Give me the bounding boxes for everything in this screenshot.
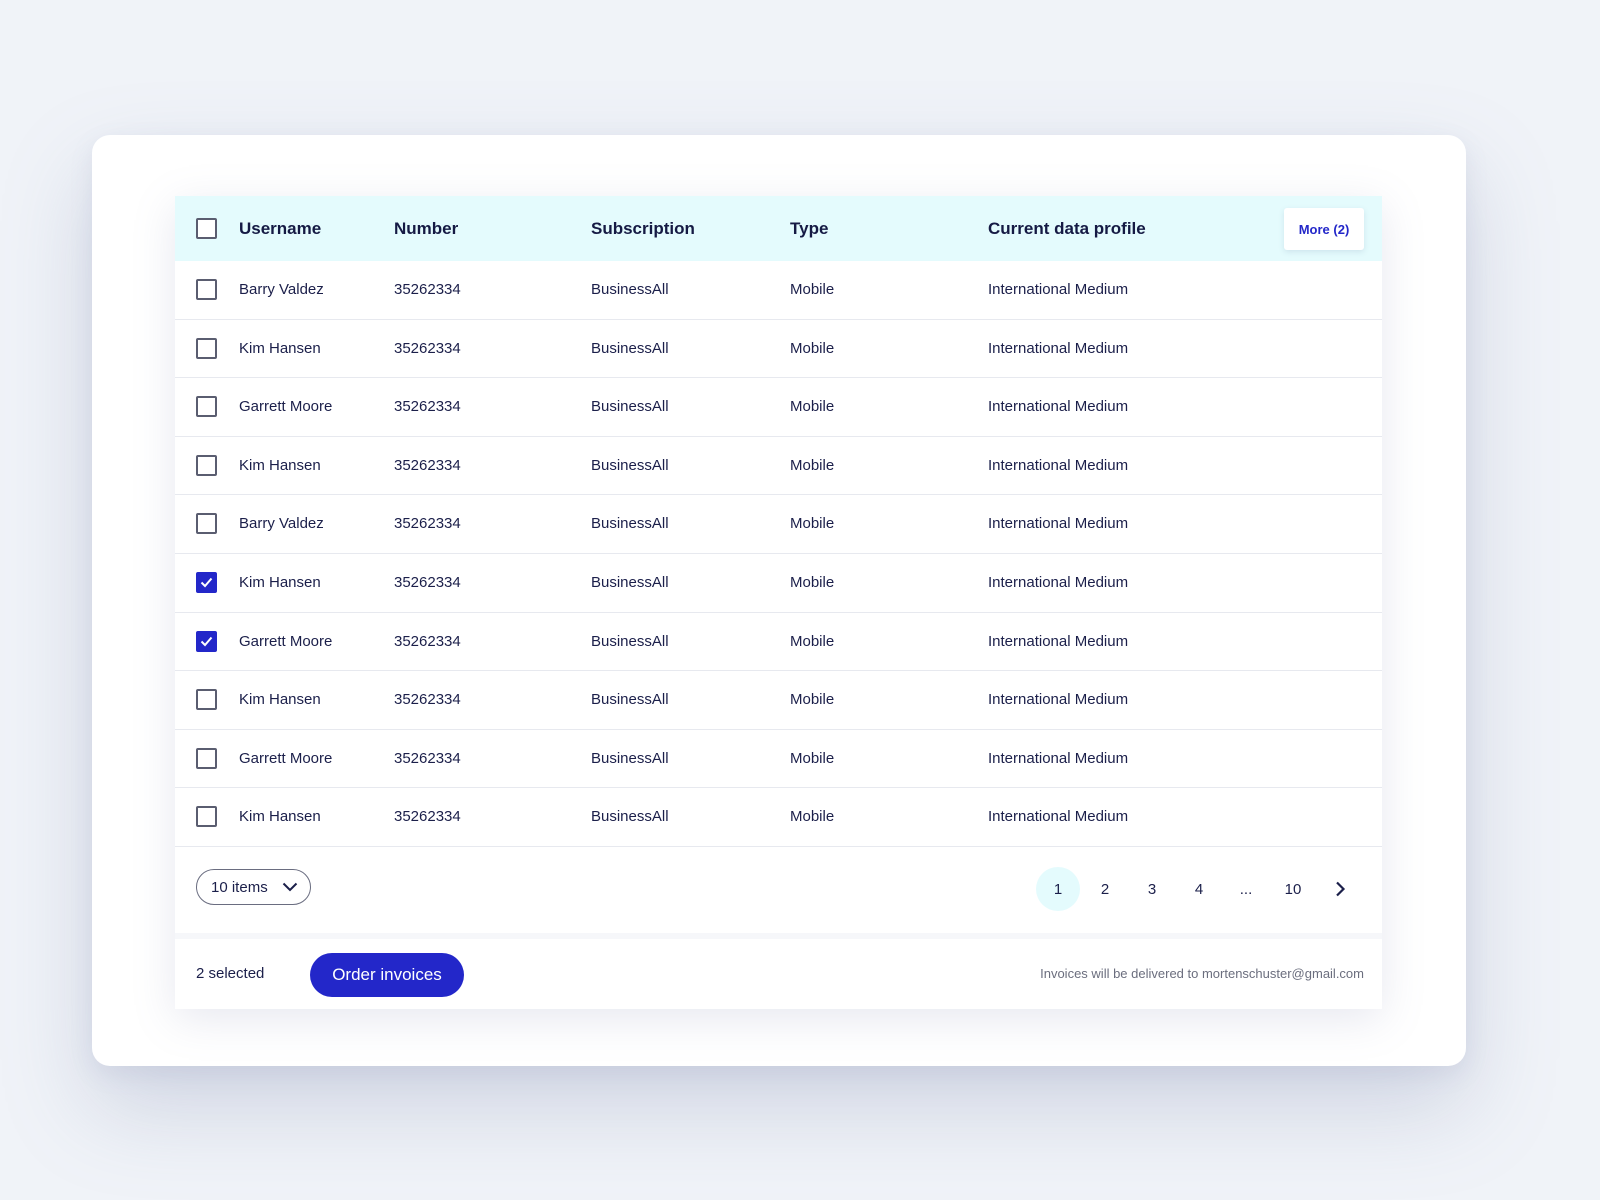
table-row[interactable]: Kim Hansen 35262334 BusinessAll Mobile Inter… (175, 320, 1382, 379)
card: Username Number Subscription Type Curren… (92, 135, 1466, 1066)
header-number[interactable]: Number (394, 219, 459, 238)
cell-number: 35262334 (394, 515, 461, 533)
cell-subscription: BusinessAll (591, 398, 669, 416)
select-all-checkbox[interactable] (196, 218, 217, 239)
page-button[interactable]: 2 (1100, 880, 1110, 898)
cell-subscription: BusinessAll (591, 691, 669, 709)
cell-number: 35262334 (394, 808, 461, 826)
table-row[interactable]: Barry Valdez 35262334 BusinessAll Mobile Int… (175, 261, 1382, 320)
cell-profile: International Medium (988, 691, 1129, 709)
cell-type: Mobile (790, 632, 835, 650)
table-row[interactable]: Kim Hansen 35262334 BusinessAll Mobile Inter… (175, 437, 1382, 496)
cell-subscription: BusinessAll (591, 574, 669, 591)
action-bar: 2 selected Order invoices Invoices will … (175, 933, 1382, 1009)
pagination: 1 2 3 4... 10 (1033, 867, 1362, 911)
cell-subscription: BusinessAll (591, 456, 669, 474)
cell-profile: International Medium (988, 398, 1129, 416)
row-checkbox[interactable] (196, 279, 217, 300)
cell-type: Mobile (790, 281, 835, 298)
items-per-page-select[interactable]: 10 items (196, 869, 311, 905)
cell-profile: International Medium (988, 456, 1129, 474)
cell-username: Kim Hansen (239, 691, 321, 709)
cell-profile: International Medium (988, 515, 1129, 533)
header-username[interactable]: Username (239, 219, 322, 238)
cell-username: Garrett Moore (239, 398, 333, 416)
cell-type: Mobile (790, 574, 835, 591)
checkmark-icon (200, 577, 213, 588)
chevron-down-icon (282, 880, 298, 897)
row-checkbox[interactable] (196, 747, 217, 769)
header-profile[interactable]: Current data profile (988, 219, 1146, 238)
cell-type: Mobile (790, 456, 835, 474)
page-button[interactable]: 1 (1036, 867, 1080, 911)
table-row[interactable]: Kim Hansen 35262334 BusinessAll Mobile Inter… (175, 788, 1382, 847)
table-row[interactable]: Garrett Moore 35262334 BusinessAll Mobile In… (175, 378, 1382, 437)
table-row[interactable]: Garrett Moore 35262334 BusinessAll Mobile In… (175, 613, 1382, 672)
more-columns-button[interactable]: More (2) (1284, 208, 1364, 250)
cell-type: Mobile (790, 339, 835, 357)
cell-subscription: BusinessAll (591, 749, 669, 767)
cell-number: 35262334 (394, 398, 461, 416)
cell-type: Mobile (790, 398, 835, 416)
cell-subscription: BusinessAll (591, 281, 669, 298)
row-checkbox[interactable] (196, 454, 217, 476)
cell-number: 35262334 (394, 632, 461, 650)
cell-username: Kim Hansen (239, 808, 321, 826)
header-subscription[interactable]: Subscription (591, 219, 695, 238)
cell-subscription: BusinessAll (591, 632, 669, 650)
row-checkbox[interactable] (196, 396, 217, 418)
row-checkbox[interactable] (196, 630, 217, 652)
users-table: Username Number Subscription Type Curren… (175, 196, 1382, 1009)
cell-subscription: BusinessAll (591, 339, 669, 357)
cell-type: Mobile (790, 808, 835, 826)
cell-subscription: BusinessAll (591, 808, 669, 826)
row-checkbox[interactable] (196, 689, 217, 711)
cell-type: Mobile (790, 515, 835, 533)
cell-username: Barry Valdez (239, 281, 324, 298)
cell-username: Kim Hansen (239, 574, 321, 591)
cell-subscription: BusinessAll (591, 515, 669, 533)
cell-type: Mobile (790, 691, 835, 709)
cell-profile: International Medium (988, 574, 1129, 591)
cell-type: Mobile (790, 749, 835, 767)
cell-number: 35262334 (394, 281, 461, 298)
cell-profile: International Medium (988, 281, 1129, 298)
row-checkbox[interactable] (196, 572, 217, 593)
cell-profile: International Medium (988, 632, 1129, 650)
table-row[interactable]: Garrett Moore 35262334 BusinessAll Mobile In… (175, 730, 1382, 789)
cell-profile: International Medium (988, 808, 1129, 826)
row-checkbox[interactable] (196, 806, 217, 828)
cell-username: Garrett Moore (239, 632, 333, 650)
items-per-page-value: 10 items (211, 878, 268, 896)
order-invoices-button[interactable]: Order invoices (310, 953, 464, 997)
page-button[interactable]: 10 (1284, 880, 1302, 898)
cell-profile: International Medium (988, 749, 1129, 767)
page-button[interactable]: 3 (1147, 880, 1157, 898)
selected-count: 2 selected (196, 965, 265, 982)
cell-number: 35262334 (394, 574, 461, 591)
pagination-ellipsis: ... (1239, 880, 1253, 898)
table-row[interactable]: Kim Hansen 35262334 BusinessAll Mobile Inter… (175, 554, 1382, 613)
page-button[interactable]: 4 (1194, 880, 1204, 898)
next-page-button[interactable] (1318, 867, 1362, 911)
cell-profile: International Medium (988, 339, 1129, 357)
cell-number: 35262334 (394, 456, 461, 474)
cell-number: 35262334 (394, 749, 461, 767)
cell-number: 35262334 (394, 339, 461, 357)
cell-username: Barry Valdez (239, 515, 324, 533)
header-type[interactable]: Type (790, 219, 829, 238)
pagination-bar: 10 items 1 2 3 4... 10 (175, 847, 1382, 925)
chevron-right-icon (1336, 881, 1346, 897)
cell-username: Kim Hansen (239, 339, 321, 357)
checkmark-icon (200, 636, 213, 647)
row-checkbox[interactable] (196, 337, 217, 359)
cell-username: Kim Hansen (239, 456, 321, 474)
cell-number: 35262334 (394, 691, 461, 709)
row-checkbox[interactable] (196, 513, 217, 535)
delivery-note: Invoices will be delivered to mortenschu… (1040, 966, 1364, 981)
table-row[interactable]: Kim Hansen 35262334 BusinessAll Mobile Inter… (175, 671, 1382, 730)
table-header: Username Number Subscription Type Curren… (175, 196, 1382, 261)
cell-username: Garrett Moore (239, 749, 333, 767)
table-row[interactable]: Barry Valdez 35262334 BusinessAll Mobile Int… (175, 495, 1382, 554)
